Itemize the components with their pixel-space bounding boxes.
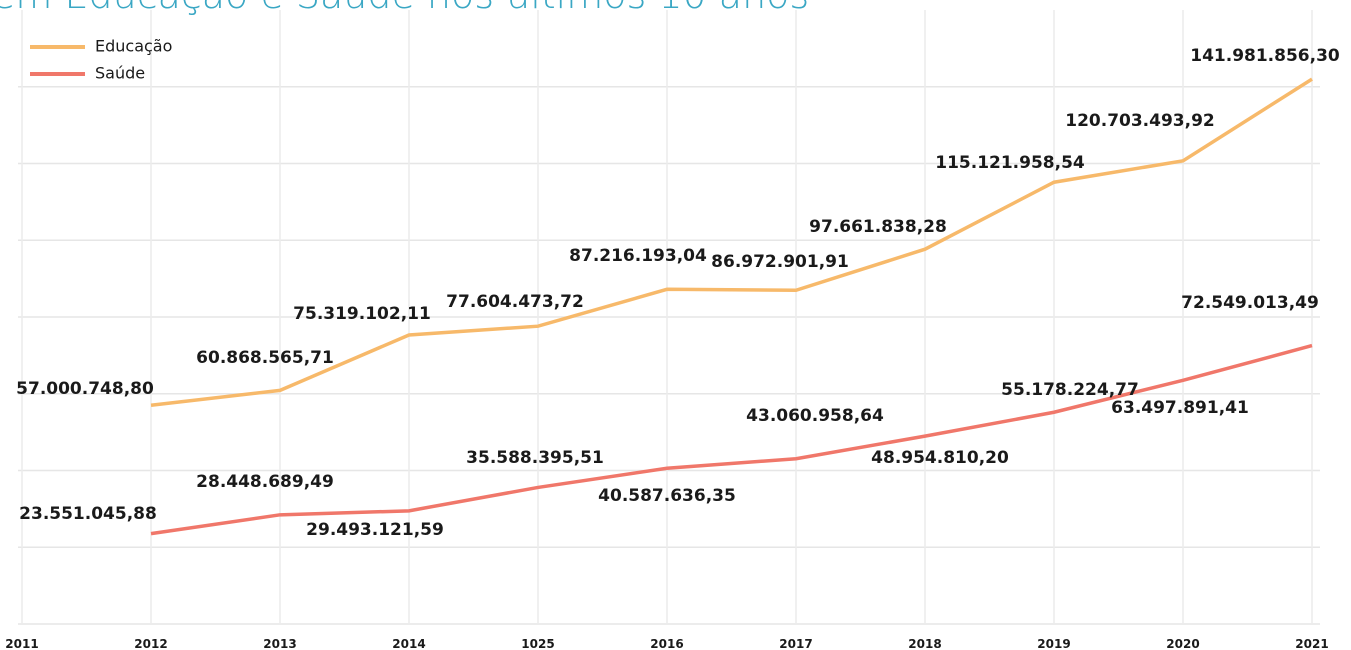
- data-label: 115.121.958,54: [935, 153, 1085, 173]
- x-tick-label: 2019: [1037, 637, 1070, 650]
- data-label: 141.981.856,30: [1190, 46, 1340, 66]
- legend-label: Saúde: [95, 64, 145, 83]
- data-label: 63.497.891,41: [1111, 398, 1249, 418]
- x-tick-label: 2016: [650, 637, 683, 650]
- data-label: 75.319.102,11: [293, 304, 431, 324]
- data-label: 55.178.224,77: [1001, 380, 1139, 400]
- data-label: 28.448.689,49: [196, 472, 334, 492]
- data-label: 29.493.121,59: [306, 520, 444, 540]
- x-tick-label: 2017: [779, 637, 812, 650]
- x-tick-label: 1025: [521, 637, 554, 650]
- legend-label: Educação: [95, 37, 172, 56]
- data-label: 97.661.838,28: [809, 217, 947, 237]
- data-label: 43.060.958,64: [746, 406, 884, 426]
- data-label: 35.588.395,51: [466, 448, 604, 468]
- chart-title: em Educação e Saúde nos últimos 10 anos: [0, 0, 809, 17]
- data-label: 87.216.193,04: [569, 246, 707, 266]
- chart: em Educação e Saúde nos últimos 10 anos …: [0, 0, 1351, 650]
- data-label: 57.000.748,80: [16, 379, 154, 399]
- x-tick-label: 2012: [134, 637, 167, 650]
- x-tick-label: 2020: [1166, 637, 1199, 650]
- data-label: 23.551.045,88: [19, 504, 157, 524]
- data-label: 86.972.901,91: [711, 252, 849, 272]
- x-tick-label: 2018: [908, 637, 941, 650]
- x-tick-label: 2011: [5, 637, 38, 650]
- data-label: 77.604.473,72: [446, 292, 584, 312]
- data-label: 40.587.636,35: [598, 486, 736, 506]
- data-label: 60.868.565,71: [196, 348, 334, 368]
- data-label: 72.549.013,49: [1181, 293, 1319, 313]
- data-label: 120.703.493,92: [1065, 111, 1215, 131]
- x-tick-label: 2014: [392, 637, 425, 650]
- x-tick-label: 2013: [263, 637, 296, 650]
- x-tick-label: 2021: [1295, 637, 1328, 650]
- data-label: 48.954.810,20: [871, 448, 1009, 468]
